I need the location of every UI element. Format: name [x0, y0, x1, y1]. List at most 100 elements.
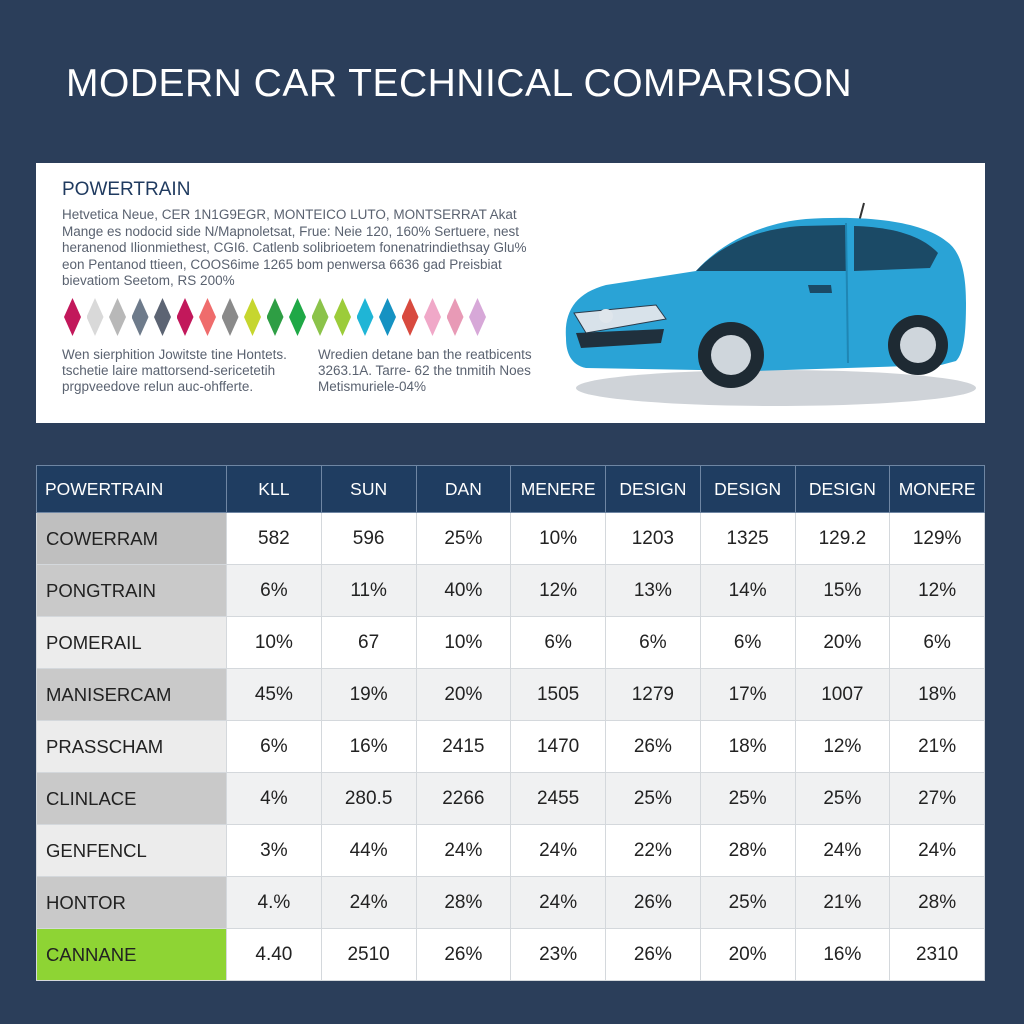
table-cell: 10% [415, 616, 512, 669]
column-header: DESIGN [699, 465, 796, 513]
car-badge [599, 309, 613, 323]
table-cell: 16% [320, 720, 417, 773]
color-swatch [131, 298, 149, 336]
table-cell: 45% [226, 668, 322, 721]
table-header-row: POWERTRAIN KLL SUN DAN MENERE DESIGN DES… [36, 465, 985, 513]
table-cell: 67 [320, 616, 417, 669]
table-cell: 27% [889, 772, 985, 825]
color-swatch [446, 298, 464, 336]
column-header: DESIGN [794, 465, 891, 513]
panel-description: Hetvetica Neue, CER 1N1G9EGR, MONTEICO L… [62, 207, 527, 288]
table-cell: 582 [226, 512, 322, 565]
table-cell: 596 [320, 512, 417, 565]
table-row: MANISERCAM 45% 19% 20% 1505 1279 17% 1007 18% [36, 668, 985, 721]
front-wheel-rim [711, 335, 751, 375]
table-cell: 15% [794, 564, 891, 617]
table-cell: 24% [510, 876, 606, 929]
row-label: POMERAIL [36, 616, 227, 669]
table-cell: 25% [699, 876, 796, 929]
table-cell: 18% [889, 668, 985, 721]
table-cell: 2415 [415, 720, 512, 773]
color-swatch [154, 298, 171, 336]
table-cell: 10% [226, 616, 322, 669]
table-cell: 2310 [889, 928, 985, 981]
note-left: Wen sierphition Jowitste tine Hontets. t… [62, 347, 287, 394]
table-cell: 23% [510, 928, 606, 981]
table-cell: 6% [510, 616, 606, 669]
table-cell: 22% [605, 824, 701, 877]
color-swatch [64, 298, 81, 336]
row-label: CLINLACE [36, 772, 227, 825]
table-cell: 1203 [605, 512, 701, 565]
table-cell: 24% [415, 824, 512, 877]
comparison-table: POWERTRAIN KLL SUN DAN MENERE DESIGN DES… [36, 465, 985, 981]
row-label: PONGTRAIN [36, 564, 227, 617]
color-swatch-row [64, 298, 486, 338]
table-cell: 25% [699, 772, 796, 825]
table-cell: 2455 [510, 772, 606, 825]
table-cell: 25% [605, 772, 701, 825]
table-cell: 11% [320, 564, 417, 617]
column-header: DAN [415, 465, 512, 513]
table-row: CLINLACE 4% 280.5 2266 2455 25% 25% 25% 27% [36, 772, 985, 825]
car-door-line [845, 222, 849, 364]
car-illustration [565, 202, 976, 406]
color-swatch [221, 298, 239, 336]
table-cell: 26% [605, 928, 701, 981]
column-header: DESIGN [605, 465, 701, 513]
table-cell: 2510 [320, 928, 417, 981]
color-swatch [86, 298, 104, 336]
table-row: GENFENCL 3% 44% 24% 24% 22% 28% 24% 24% [36, 824, 985, 877]
table-cell: 1325 [699, 512, 796, 565]
color-swatch [311, 298, 329, 336]
table-cell: 20% [415, 668, 512, 721]
car-grille [576, 329, 664, 348]
table-cell: 21% [794, 876, 891, 929]
color-swatch [266, 298, 284, 336]
table-cell: 25% [415, 512, 512, 565]
color-swatch [289, 298, 306, 336]
color-swatch [356, 298, 374, 336]
row-label: COWERRAM [36, 512, 227, 565]
table-cell: 1470 [510, 720, 606, 773]
table-row: CANNANE 4.40 2510 26% 23% 26% 20% 16% 2310 [36, 928, 985, 981]
color-swatch [469, 298, 486, 336]
table-cell: 6% [889, 616, 985, 669]
table-cell: 1279 [605, 668, 701, 721]
table-cell: 24% [320, 876, 417, 929]
page-title: MODERN CAR TECHNICAL COMPARISON [66, 62, 853, 105]
color-swatch [109, 298, 126, 336]
table-cell: 26% [415, 928, 512, 981]
table-cell: 12% [794, 720, 891, 773]
table-row: HONTOR 4.% 24% 28% 24% 26% 25% 21% 28% [36, 876, 985, 929]
car-mirror [808, 285, 832, 293]
table-cell: 26% [605, 720, 701, 773]
table-cell: 44% [320, 824, 417, 877]
table-cell: 20% [699, 928, 796, 981]
color-swatch [244, 298, 261, 336]
table-cell: 14% [699, 564, 796, 617]
table-cell: 18% [699, 720, 796, 773]
table-cell: 25% [794, 772, 891, 825]
note-right: Wredien detane ban the reatbicents 3263.… [318, 347, 532, 394]
color-swatch [176, 298, 194, 336]
table-cell: 6% [226, 564, 322, 617]
table-cell: 129% [889, 512, 985, 565]
car-front-window [696, 225, 846, 271]
table-cell: 28% [889, 876, 985, 929]
rear-wheel-rim [900, 327, 936, 363]
table-cell: 3% [226, 824, 322, 877]
column-header: MENERE [510, 465, 606, 513]
table-cell: 4% [226, 772, 322, 825]
table-cell: 129.2 [794, 512, 891, 565]
table-cell: 28% [699, 824, 796, 877]
car-rear-window [854, 226, 938, 271]
car-shadow [576, 370, 976, 406]
table-row: PONGTRAIN 6% 11% 40% 12% 13% 14% 15% 12% [36, 564, 985, 617]
color-swatch [199, 298, 216, 336]
table-cell: 19% [320, 668, 417, 721]
table-row: POMERAIL 10% 67 10% 6% 6% 6% 20% 6% [36, 616, 985, 669]
table-row: COWERRAM 582 596 25% 10% 1203 1325 129.2 129% [36, 512, 985, 565]
table-cell: 20% [794, 616, 891, 669]
color-swatch [334, 298, 351, 336]
